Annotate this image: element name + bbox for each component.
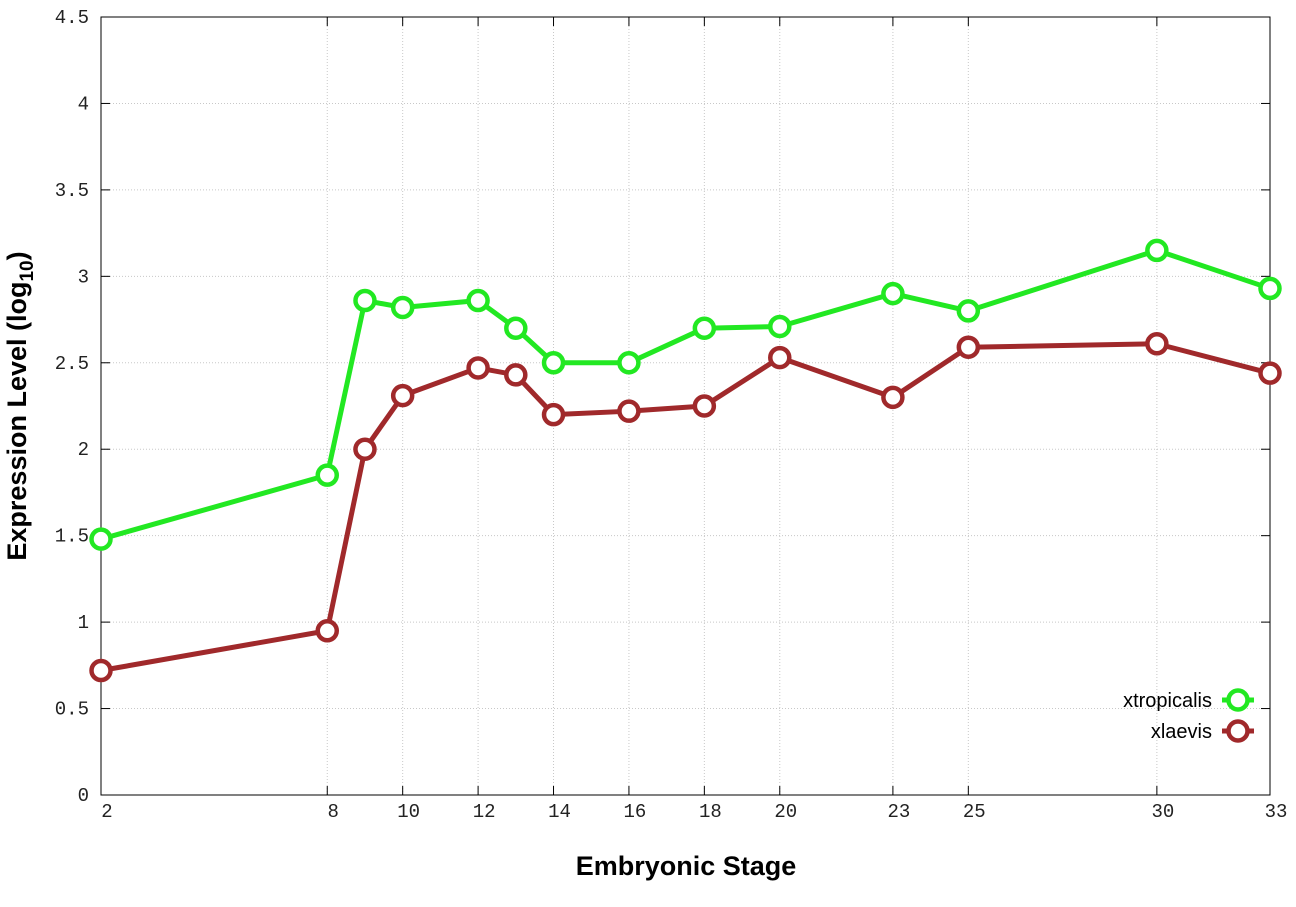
data-point: [504, 316, 528, 340]
x-tick-label: 10: [397, 801, 420, 823]
data-point: [541, 351, 566, 375]
data-point: [768, 314, 792, 339]
y-tick-label: 1.5: [55, 526, 89, 548]
x-tick-label: 14: [548, 801, 571, 823]
y-tick-label: 3: [78, 266, 89, 288]
series-line: [100, 247, 1271, 542]
x-tick-label: 16: [624, 801, 647, 823]
data-point: [390, 295, 415, 320]
y-tick-label: 0: [78, 785, 89, 807]
y-tick-label: 0.5: [55, 699, 89, 721]
data-point: [956, 299, 981, 323]
data-point: [1258, 276, 1282, 301]
data-point: [617, 351, 641, 375]
data-point: [1145, 238, 1169, 263]
x-tick-label: 8: [328, 801, 339, 823]
data-point: [881, 281, 905, 306]
data-point: [768, 345, 792, 370]
y-label-text: Expression Level (log: [2, 282, 32, 561]
data-point: [315, 619, 340, 643]
x-tick-label: 30: [1151, 801, 1174, 823]
data-point: [617, 399, 641, 423]
y-label-subscript: 10: [17, 260, 38, 281]
x-axis-label: Embryonic Stage: [576, 851, 797, 881]
y-label-suffix: ): [2, 251, 32, 260]
data-point: [692, 316, 717, 340]
x-tick-label: 18: [699, 801, 722, 823]
data-point: [466, 356, 490, 380]
legend-marker: [1226, 719, 1250, 743]
data-point: [541, 402, 566, 427]
x-tick-label: 20: [774, 801, 797, 823]
x-tick-label: 33: [1265, 801, 1288, 823]
plot-frame: [100, 16, 1271, 796]
y-tick-label: 4: [78, 93, 89, 115]
y-axis-label: Expression Level (log10): [2, 251, 38, 560]
x-tick-label: 12: [473, 801, 496, 823]
y-tick-label: 2.5: [55, 353, 89, 375]
legend-label: xlaevis: [1151, 721, 1212, 743]
data-point: [1258, 361, 1282, 385]
legend-label: xtropicalis: [1123, 690, 1212, 712]
y-tick-label: 2: [78, 439, 89, 461]
data-point: [466, 288, 490, 313]
data-point: [89, 658, 113, 683]
x-tick-label: 23: [887, 801, 910, 823]
data-point: [390, 383, 415, 408]
data-point: [881, 385, 905, 410]
data-point: [504, 363, 528, 387]
x-tick-label: 2: [101, 801, 112, 823]
series-line: [100, 341, 1271, 673]
data-point: [353, 437, 377, 461]
legend-marker: [1226, 688, 1250, 712]
data-point: [1145, 332, 1169, 356]
data-point: [692, 394, 717, 418]
x-tick-label: 25: [963, 801, 986, 823]
data-point: [315, 463, 340, 487]
y-tick-label: 4.5: [55, 7, 89, 29]
data-point: [353, 288, 377, 313]
data-point: [89, 527, 113, 551]
y-tick-label: 3.5: [55, 180, 89, 202]
y-tick-label: 1: [78, 612, 89, 634]
data-point: [956, 335, 981, 359]
